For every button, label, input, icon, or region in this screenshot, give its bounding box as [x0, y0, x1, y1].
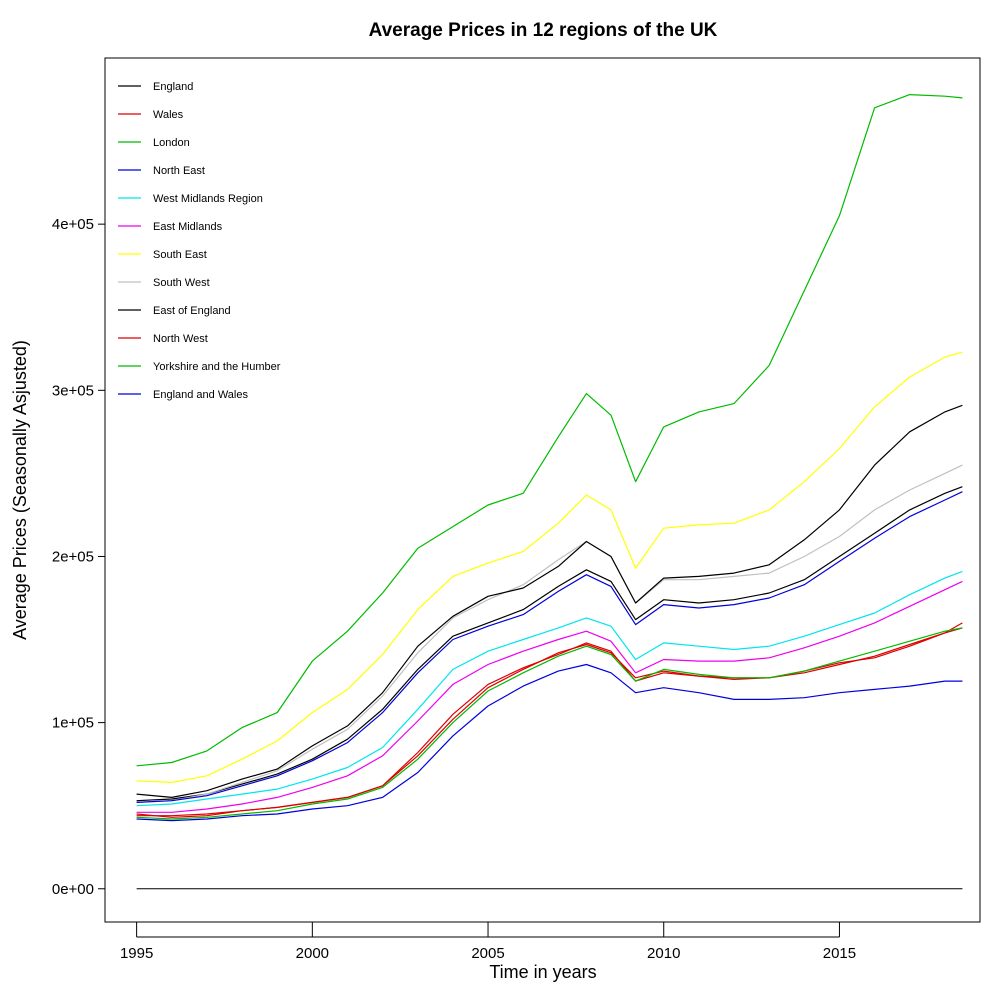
legend-label: Wales: [153, 109, 184, 121]
y-axis-label: Average Prices (Seasonally Asjusted): [10, 340, 30, 640]
y-tick-label: 0e+00: [52, 881, 94, 898]
legend-label: South West: [153, 277, 210, 289]
x-tick-label: 2005: [471, 945, 504, 962]
chart-title: Average Prices in 12 regions of the UK: [369, 20, 718, 41]
legend-label: England: [153, 81, 193, 93]
legend-label: South East: [153, 249, 207, 261]
x-tick-label: 2000: [296, 945, 329, 962]
series-line-england: [136, 486, 963, 802]
legend-label: England and Wales: [153, 389, 248, 401]
x-tick-label: 1995: [120, 945, 153, 962]
series-line-london: [136, 93, 963, 767]
x-axis-label: Time in years: [489, 962, 596, 982]
legend-label: Yorkshire and the Humber: [153, 361, 281, 373]
y-tick-label: 4e+05: [52, 216, 94, 233]
y-tick-label: 1e+05: [52, 715, 94, 732]
legend-label: East of England: [153, 305, 231, 317]
x-tick-label: 2010: [647, 945, 680, 962]
legend-label: London: [153, 137, 190, 149]
series-line-north-east: [136, 663, 963, 822]
series-line-south-east: [136, 351, 963, 784]
legend-label: East Midlands: [153, 221, 223, 233]
series-line-east-midlands: [136, 580, 963, 813]
legend-label: North East: [153, 165, 205, 177]
y-axis: 0e+00 1e+05 2e+05 3e+05 4e+05: [52, 216, 105, 898]
series-line-yorkshire-and-the-humber: [136, 627, 963, 820]
legend: England Wales London North East West Midland…: [118, 81, 281, 401]
series-line-north-west: [136, 627, 963, 817]
series-layer: [136, 93, 963, 822]
x-tick-label: 2015: [823, 945, 856, 962]
legend-label: North West: [153, 333, 208, 345]
x-axis: 1995 2000 2005 2010 2015: [120, 922, 856, 962]
series-line-south-west: [136, 464, 963, 803]
legend-label: West Midlands Region: [153, 193, 263, 205]
series-line-east-of-england: [136, 404, 963, 799]
plot-frame: [104, 57, 981, 923]
series-line-england-and-wales: [136, 491, 963, 803]
series-line-west-midlands-region: [136, 570, 963, 807]
y-tick-label: 2e+05: [52, 548, 94, 565]
y-tick-label: 3e+05: [52, 382, 94, 399]
